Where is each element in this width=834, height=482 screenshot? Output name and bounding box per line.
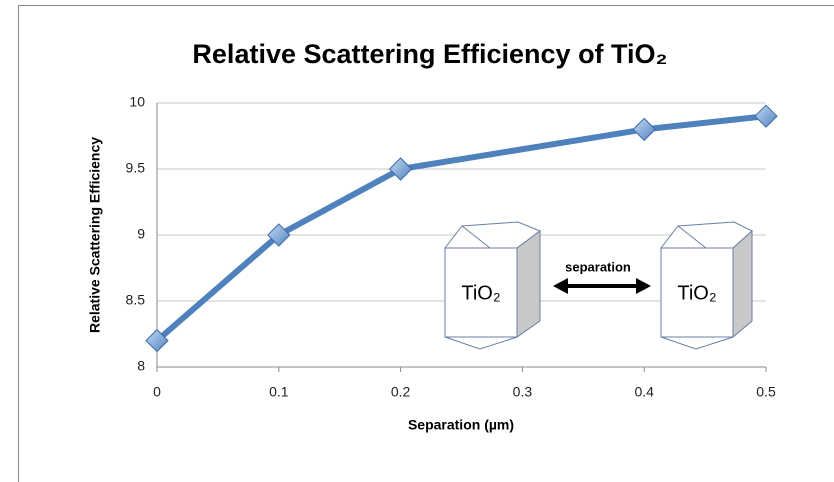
x-tick-label: 0.1 [269, 384, 289, 400]
x-tick-label: 0.3 [513, 384, 533, 400]
prism-side [732, 229, 753, 339]
y-tick-label: 8.5 [126, 292, 146, 308]
chart-title: Relative Scattering Efficiency of TiO₂ [192, 39, 667, 69]
data-point [267, 223, 291, 247]
prism-bottom [444, 336, 518, 350]
data-point [754, 104, 778, 128]
plot-area: 8 8.5 9 9.5 10 0 0.1 0.2 0.3 0.4 0.5 [126, 94, 778, 400]
arrow-head [636, 278, 651, 294]
x-tick-label: 0 [153, 384, 161, 400]
x-axis-label: Separation (µm) [408, 417, 514, 433]
annotation: TiO₂ [461, 282, 500, 304]
x-tick-label: 0.2 [391, 384, 411, 400]
x-tick-label: 0.5 [756, 384, 776, 400]
prism-front [444, 247, 518, 338]
prism-bottom [660, 336, 734, 350]
annotation: TiO₂ [677, 282, 716, 304]
y-tick-label: 9.5 [126, 160, 146, 176]
y-tick-label: 8 [137, 358, 145, 374]
annotation: separation [565, 259, 631, 274]
prism-edge [461, 225, 491, 249]
prism-side [516, 230, 541, 338]
arrow-head [553, 278, 568, 294]
prism-front [660, 247, 734, 338]
prism-edge [677, 225, 707, 249]
data-point [632, 117, 656, 142]
data-point [145, 328, 169, 353]
data-point [388, 157, 413, 181]
inset-diagram: TiO₂ TiO₂ separation [443, 221, 753, 350]
x-tick-label: 0.4 [634, 384, 654, 400]
y-tick-label: 9 [137, 226, 145, 242]
y-axis-label: Relative Scattering Efficiency [87, 137, 103, 333]
y-tick-label: 10 [129, 94, 145, 110]
frame [18, 5, 834, 482]
